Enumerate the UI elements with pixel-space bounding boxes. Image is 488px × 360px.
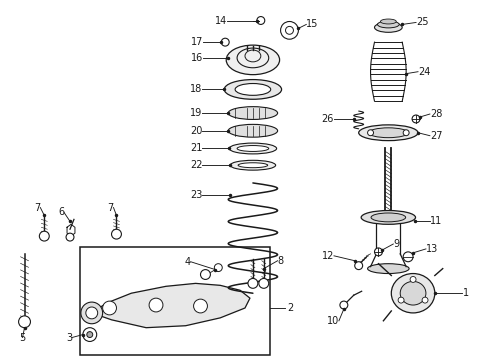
Ellipse shape <box>368 128 407 138</box>
Circle shape <box>81 302 102 324</box>
Text: 17: 17 <box>191 37 203 47</box>
Circle shape <box>86 307 98 319</box>
Ellipse shape <box>229 143 276 154</box>
Ellipse shape <box>370 213 405 222</box>
Text: 10: 10 <box>326 316 338 326</box>
Circle shape <box>82 328 97 342</box>
Text: 25: 25 <box>415 18 427 27</box>
Circle shape <box>409 276 415 282</box>
Text: 1: 1 <box>462 288 468 298</box>
Text: 26: 26 <box>321 114 333 124</box>
Circle shape <box>214 264 222 271</box>
Text: 8: 8 <box>277 256 283 266</box>
Circle shape <box>149 298 163 312</box>
Circle shape <box>258 278 268 288</box>
Circle shape <box>247 278 257 288</box>
Text: 22: 22 <box>190 160 202 170</box>
Text: 12: 12 <box>321 251 333 261</box>
Ellipse shape <box>228 107 277 120</box>
Text: 28: 28 <box>429 109 441 119</box>
Ellipse shape <box>224 80 281 99</box>
Circle shape <box>87 332 93 338</box>
Ellipse shape <box>230 160 275 170</box>
Ellipse shape <box>238 163 267 168</box>
Text: 9: 9 <box>392 239 399 249</box>
Ellipse shape <box>235 84 270 95</box>
Text: 4: 4 <box>184 257 190 267</box>
Text: 21: 21 <box>190 144 202 153</box>
Bar <box>80 247 269 355</box>
Text: 13: 13 <box>425 244 437 254</box>
Circle shape <box>66 233 74 241</box>
Text: 11: 11 <box>429 216 441 226</box>
Ellipse shape <box>390 274 434 313</box>
Ellipse shape <box>228 124 277 137</box>
Text: 7: 7 <box>34 203 41 212</box>
Text: 2: 2 <box>287 303 293 313</box>
Circle shape <box>354 262 362 270</box>
Circle shape <box>402 252 412 262</box>
Ellipse shape <box>374 22 401 32</box>
Text: 14: 14 <box>215 15 227 26</box>
Polygon shape <box>92 283 249 328</box>
Text: 20: 20 <box>190 126 202 136</box>
Circle shape <box>367 130 373 136</box>
Circle shape <box>421 297 427 303</box>
Circle shape <box>339 301 347 309</box>
Text: 6: 6 <box>58 207 64 217</box>
Text: 3: 3 <box>66 333 72 342</box>
Text: 16: 16 <box>191 53 203 63</box>
Circle shape <box>411 115 419 123</box>
Text: 19: 19 <box>190 108 202 118</box>
Circle shape <box>102 301 116 315</box>
Text: 5: 5 <box>20 333 26 342</box>
Ellipse shape <box>226 45 279 75</box>
Text: 18: 18 <box>190 84 202 94</box>
Circle shape <box>402 130 408 136</box>
Text: 27: 27 <box>429 131 442 141</box>
Circle shape <box>111 229 121 239</box>
Text: 7: 7 <box>107 203 113 212</box>
Circle shape <box>374 248 382 256</box>
Ellipse shape <box>380 19 395 24</box>
Circle shape <box>19 316 30 328</box>
Text: 24: 24 <box>417 67 429 77</box>
Ellipse shape <box>377 21 398 28</box>
Circle shape <box>39 231 49 241</box>
Text: 15: 15 <box>305 19 318 30</box>
Ellipse shape <box>358 125 417 141</box>
Text: 23: 23 <box>190 190 202 200</box>
Ellipse shape <box>237 145 268 152</box>
Circle shape <box>397 297 403 303</box>
Circle shape <box>200 270 210 279</box>
Ellipse shape <box>361 211 415 224</box>
Ellipse shape <box>367 264 408 274</box>
Circle shape <box>193 299 207 313</box>
Ellipse shape <box>399 282 425 305</box>
